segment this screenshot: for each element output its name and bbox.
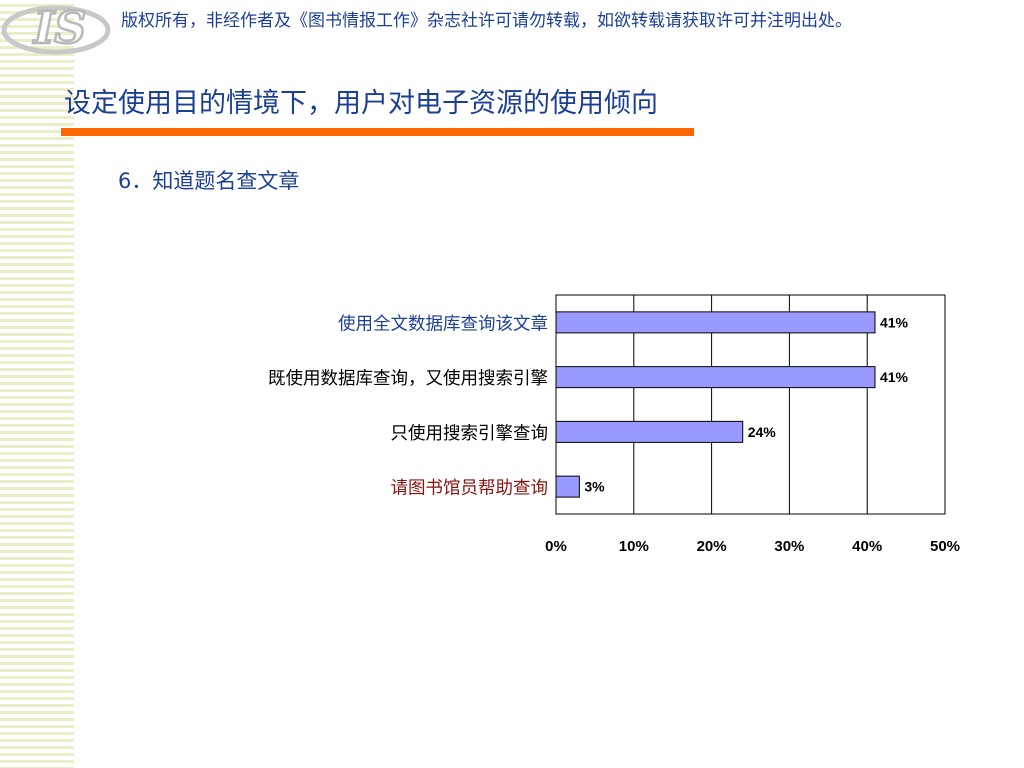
bar [555, 420, 744, 443]
category-label: 既使用数据库查询，又使用搜索引擎 [268, 368, 548, 389]
title-underline [61, 128, 694, 136]
bar [555, 366, 876, 389]
category-label: 使用全文数据库查询该文章 [338, 313, 548, 334]
copyright-notice: 版权所有，非经作者及《图书情报工作》杂志社许可请勿转载，如欲转载请获取许可并注明… [121, 11, 852, 31]
x-tick-label: 30% [774, 538, 804, 555]
is-logo: IS [1, 2, 111, 55]
data-label: 3% [584, 479, 605, 495]
logo-text: IS [32, 3, 86, 54]
x-tick-label: 0% [545, 538, 567, 555]
x-tick-label: 50% [930, 538, 960, 555]
data-label: 41% [880, 369, 909, 385]
x-tick-label: 20% [697, 538, 727, 555]
bar [555, 311, 876, 334]
data-label: 41% [880, 314, 909, 330]
category-label: 请图书馆员帮助查询 [391, 479, 549, 499]
x-tick-label: 10% [619, 538, 649, 555]
slide-title: 设定使用目的情境下，用户对电子资源的使用倾向 [64, 88, 658, 119]
category-label: 只使用搜索引擎查询 [391, 423, 549, 444]
x-tick-label: 40% [852, 538, 882, 555]
slide-subtitle: 6．知道题名查文章 [118, 169, 300, 193]
data-label: 24% [748, 424, 777, 440]
bar [555, 475, 580, 498]
